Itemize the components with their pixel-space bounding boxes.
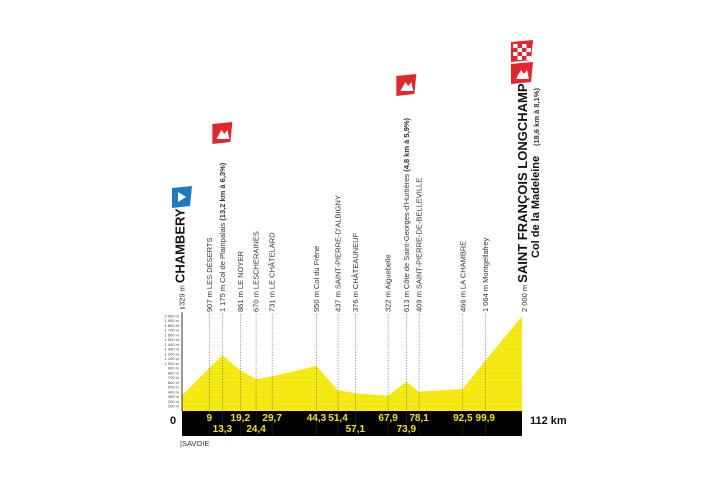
km-marker: 29,7 [262,413,282,424]
x-start-label: 0 [170,415,176,427]
y-tick-label: 600 m [168,380,180,385]
y-tick-label: 1 100 m [165,356,180,361]
finish-climb-name: Col de la Madeleine [530,156,542,258]
y-tick-label: 1 500 m [165,337,180,342]
waypoint-label: 670 m LESCHERAINES [252,231,261,312]
y-tick-label: 1 700 m [165,328,180,333]
y-tick-label: 1 600 m [165,332,180,337]
km-marker: 78,1 [409,413,429,424]
sky-mask [182,300,523,396]
waypoint-label: 613 m Côte de Saint-Georges-d'Hurtières … [402,117,411,312]
finish-climb-detail: (18,6 km à 8,1%) [532,88,541,146]
waypoint-label: 907 m LES DÉSERTS [205,238,214,312]
checker-square [526,56,531,60]
waypoint-label: 329 m CHAMBERY [173,208,188,306]
km-marker: 24,4 [246,424,266,435]
y-tick-label: 400 m [168,389,180,394]
waypoint-elevation: 907 m LES DÉSERTS [205,238,214,312]
checker-square [522,52,527,56]
y-tick-label: 200 m [168,399,180,404]
km-marker: 9 [207,413,213,424]
y-tick-label: 1 300 m [165,347,180,352]
km-marker: 13,3 [213,424,233,435]
waypoint-label: 409 m SAINT-PIERRE-DE-BELLEVILLE [415,178,424,312]
mountain-icon [216,130,230,139]
climb-detail: (4,8 km à 5,9%) [402,117,411,171]
checker-square [513,52,518,56]
waypoint-label: 322 m Aiguebelle [384,254,393,312]
waypoint-elevation: 950 m Col du Frêne [312,246,321,312]
y-tick-label: 1 200 m [165,351,180,356]
waypoint-elevation: 2 000 m [520,283,529,312]
waypoint-elevation: 466 m LA CHAMBRE [458,241,467,312]
waypoint-elevation: 1 064 m Montgellafrey [481,238,490,312]
y-tick-label: 300 m [168,394,180,399]
start-town: CHAMBERY [173,208,188,283]
waypoint-label: 861 m LE NOYER [236,251,245,312]
km-marker: 19,2 [231,413,251,424]
waypoint-elevation: 409 m SAINT-PIERRE-DE-BELLEVILLE [415,178,424,312]
km-marker: 44,3 [307,413,327,424]
y-tick-label: 1 000 m [165,361,180,366]
x-end-label: 112 km [530,415,567,427]
finish-town: SAINT FRANÇOIS LONGCHAMP [515,83,530,283]
km-marker: 73,9 [397,424,417,435]
y-tick-label: 1 900 m [165,318,180,323]
waypoint-label: 376 m CHÂTEAUNEUF [351,232,360,312]
mountain-icon [516,70,529,79]
waypoint-elevation: 322 m Aiguebelle [384,254,393,312]
waypoint-label: 950 m Col du Frêne [312,246,321,312]
waypoint-elevation: 670 m LESCHERAINES [252,231,261,312]
waypoint-elevation: 861 m LE NOYER [236,251,245,312]
mountain-icon [400,82,414,91]
km-marker: 92,5 [453,413,473,424]
y-tick-label: 2 000 m [165,314,180,319]
waypoint-label: 1 064 m Montgellafrey [481,238,490,312]
y-tick-label: 1 800 m [165,323,180,328]
waypoint-label: 437 m SAINT-PIERRE-D'ALBIGNY [334,195,343,312]
waypoint-elevation: 1 175 m Col de Plainpalais [218,221,227,312]
waypoint-elevation: 731 m LE CHÂTELARD [268,232,277,312]
climb-detail: (13,2 km à 6,3%) [218,162,227,220]
checker-square [517,56,522,60]
waypoint-label: 1 175 m Col de Plainpalais (13,2 km à 6,… [218,162,227,312]
waypoint-elevation: 437 m SAINT-PIERRE-D'ALBIGNY [334,195,343,312]
waypoint-label: 731 m LE CHÂTELARD [268,232,277,312]
checker-square [513,44,518,48]
region-label: |SAVOIE [180,439,209,448]
checker-square [526,48,531,52]
play-icon [178,192,186,202]
km-marker: 51,4 [328,413,348,424]
waypoint-label: 2 000 m SAINT FRANÇOIS LONGCHAMP [515,83,530,312]
km-marker: 67,9 [378,413,398,424]
checker-square [522,44,527,48]
km-marker: 99,9 [476,413,496,424]
km-marker: 57,1 [346,424,366,435]
waypoint-label: 466 m LA CHAMBRE [458,241,467,312]
waypoint-elevation: 613 m Côte de Saint-Georges-d'Hurtières [402,172,411,312]
distance-band [182,411,522,436]
y-tick-label: 700 m [168,375,180,380]
y-tick-label: 500 m [168,385,180,390]
waypoint-elevation: 329 m [178,283,187,306]
waypoint-elevation: 376 m CHÂTEAUNEUF [351,232,360,312]
y-tick-label: 1 400 m [165,342,180,347]
y-tick-label: 100 m [168,404,180,409]
y-tick-label: 900 m [168,366,180,371]
y-tick-label: 800 m [168,370,180,375]
checker-square [517,48,522,52]
